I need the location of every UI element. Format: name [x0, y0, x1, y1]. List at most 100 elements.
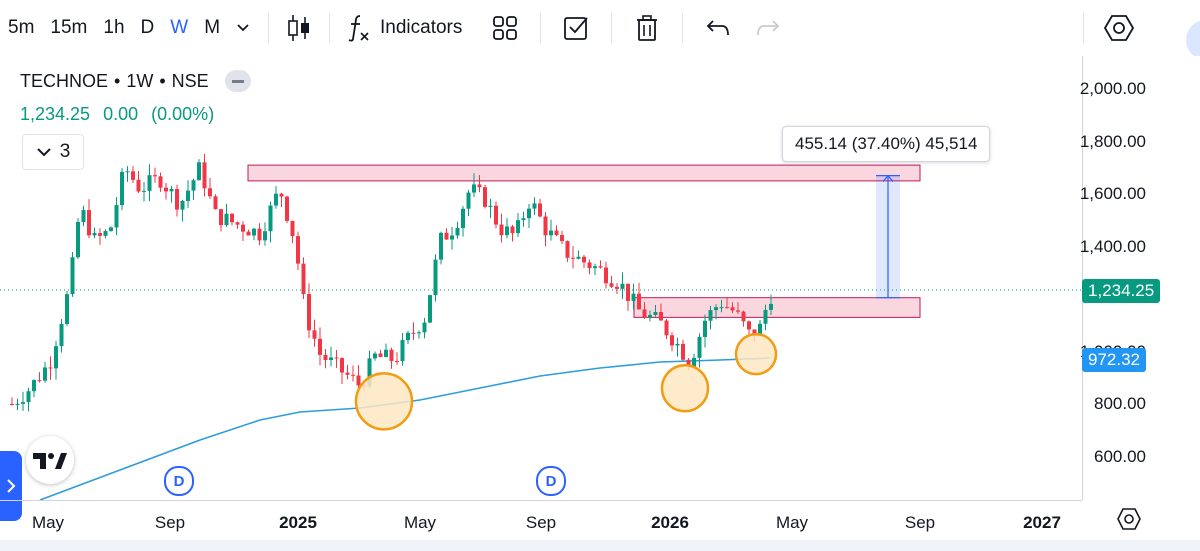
dividend-marker[interactable]: D [164, 466, 194, 496]
time-axis-label: Sep [525, 513, 557, 532]
timeframe-15m[interactable]: 15m [50, 17, 88, 38]
trash-icon [637, 15, 658, 41]
time-axis-label: 2025 [279, 513, 317, 532]
dividend-marker[interactable]: D [536, 466, 566, 496]
timeframe-dropdown-button[interactable] [228, 8, 258, 48]
candle-body [307, 294, 311, 331]
candle-body [532, 203, 537, 209]
candle-body [334, 357, 339, 359]
candle-body [230, 213, 234, 223]
candle-body [488, 205, 493, 207]
candle-body [208, 188, 212, 197]
timeframe-d[interactable]: D [140, 17, 155, 38]
candle-body [626, 283, 630, 301]
time-axis-label: Sep [904, 513, 936, 532]
candle-body [664, 320, 669, 336]
candle-body [730, 307, 735, 311]
candle-body [285, 196, 289, 221]
redo-button[interactable] [743, 8, 793, 48]
candle-body [103, 231, 108, 236]
candle-body [290, 220, 295, 237]
candle-body [345, 372, 350, 375]
chart-canvas[interactable] [0, 56, 1082, 500]
side-avatar[interactable] [1186, 20, 1200, 60]
time-axis-label: Sep [154, 513, 186, 532]
timeframe-w[interactable]: W [170, 17, 189, 38]
candle-body [323, 354, 328, 361]
chart-pane[interactable] [0, 56, 1082, 500]
undo-icon [707, 20, 730, 36]
toolbar-divider [329, 13, 331, 43]
chevron-down-icon [36, 148, 51, 157]
candle-body [461, 208, 465, 229]
price-axis-label: 1,400.00 [1079, 237, 1146, 256]
indicators-label: Indicators [380, 17, 463, 38]
candle-body [252, 228, 256, 236]
candle-body [582, 256, 586, 263]
timeframe-5m[interactable]: 5m [8, 17, 35, 38]
candle-body [620, 283, 625, 289]
candle-body [125, 171, 130, 173]
chart-settings-button[interactable] [1094, 8, 1144, 48]
candle-body [98, 233, 102, 236]
candle-body [296, 236, 300, 264]
price-axis-label: 800.00 [1094, 394, 1146, 413]
toolbar-divider [268, 13, 270, 43]
tradingview-logo[interactable] [26, 436, 74, 484]
timeframe-m[interactable]: M [204, 17, 221, 38]
candle-body [158, 176, 163, 188]
highlight-circle [660, 364, 710, 413]
candle-body [615, 286, 619, 289]
candle-body [378, 353, 383, 357]
candle-body [747, 321, 751, 330]
price-axis[interactable] [1082, 56, 1200, 500]
candle-body [219, 209, 223, 226]
save-button[interactable] [551, 8, 601, 48]
candle-body [422, 322, 427, 333]
candle-body [109, 227, 113, 232]
candle-body [763, 309, 768, 324]
candle-body [329, 357, 333, 361]
candle-body [648, 314, 652, 318]
legend-collapse-button[interactable] [224, 70, 251, 92]
expand-sidebar-button[interactable] [0, 451, 22, 521]
price-axis-label: 1,800.00 [1079, 132, 1146, 151]
candle-body [131, 171, 135, 180]
measure-tooltip: 455.14 (37.40%) 45,514 [782, 126, 991, 162]
candle-body [719, 307, 724, 309]
toolbar-divider [1083, 13, 1085, 43]
indicators-toggle-button[interactable]: 3 [22, 134, 84, 170]
timeframe-1h[interactable]: 1h [103, 17, 125, 38]
layouts-button[interactable] [480, 8, 530, 48]
candle-body [114, 205, 119, 228]
candle-body [213, 196, 218, 210]
toolbar-divider [540, 13, 542, 43]
delete-button[interactable] [622, 8, 672, 48]
candle-body [576, 256, 581, 259]
time-axis-label: May [31, 513, 65, 532]
candle-body [417, 332, 421, 334]
indicators-button[interactable]: Indicators [340, 8, 468, 48]
candle-body [659, 312, 663, 321]
undo-button[interactable] [693, 8, 743, 48]
candle-body [180, 200, 185, 210]
candle-body [147, 175, 152, 191]
candle-body [367, 358, 372, 387]
candle-body [538, 203, 542, 217]
candle-body [411, 332, 416, 334]
legend-symbol-row[interactable]: TECHNOE • 1W • NSE [20, 70, 251, 92]
candle-body [175, 188, 179, 210]
candle-body [32, 380, 36, 392]
candle-body [59, 323, 64, 347]
candle-body [76, 222, 80, 258]
chart-type-button[interactable] [279, 8, 319, 48]
time-axis[interactable]: May Sep 2025 May Sep 2026 May Sep 2027 [0, 500, 1082, 541]
candle-body [466, 192, 471, 209]
candle-body [224, 213, 229, 226]
candle-body [637, 293, 641, 310]
axis-settings-button[interactable] [1116, 506, 1142, 537]
legend-symbol[interactable]: TECHNOE [20, 70, 109, 91]
candle-body [450, 235, 454, 240]
moving-average-tag: 972.32 [1082, 348, 1146, 372]
candle-body [758, 323, 762, 337]
